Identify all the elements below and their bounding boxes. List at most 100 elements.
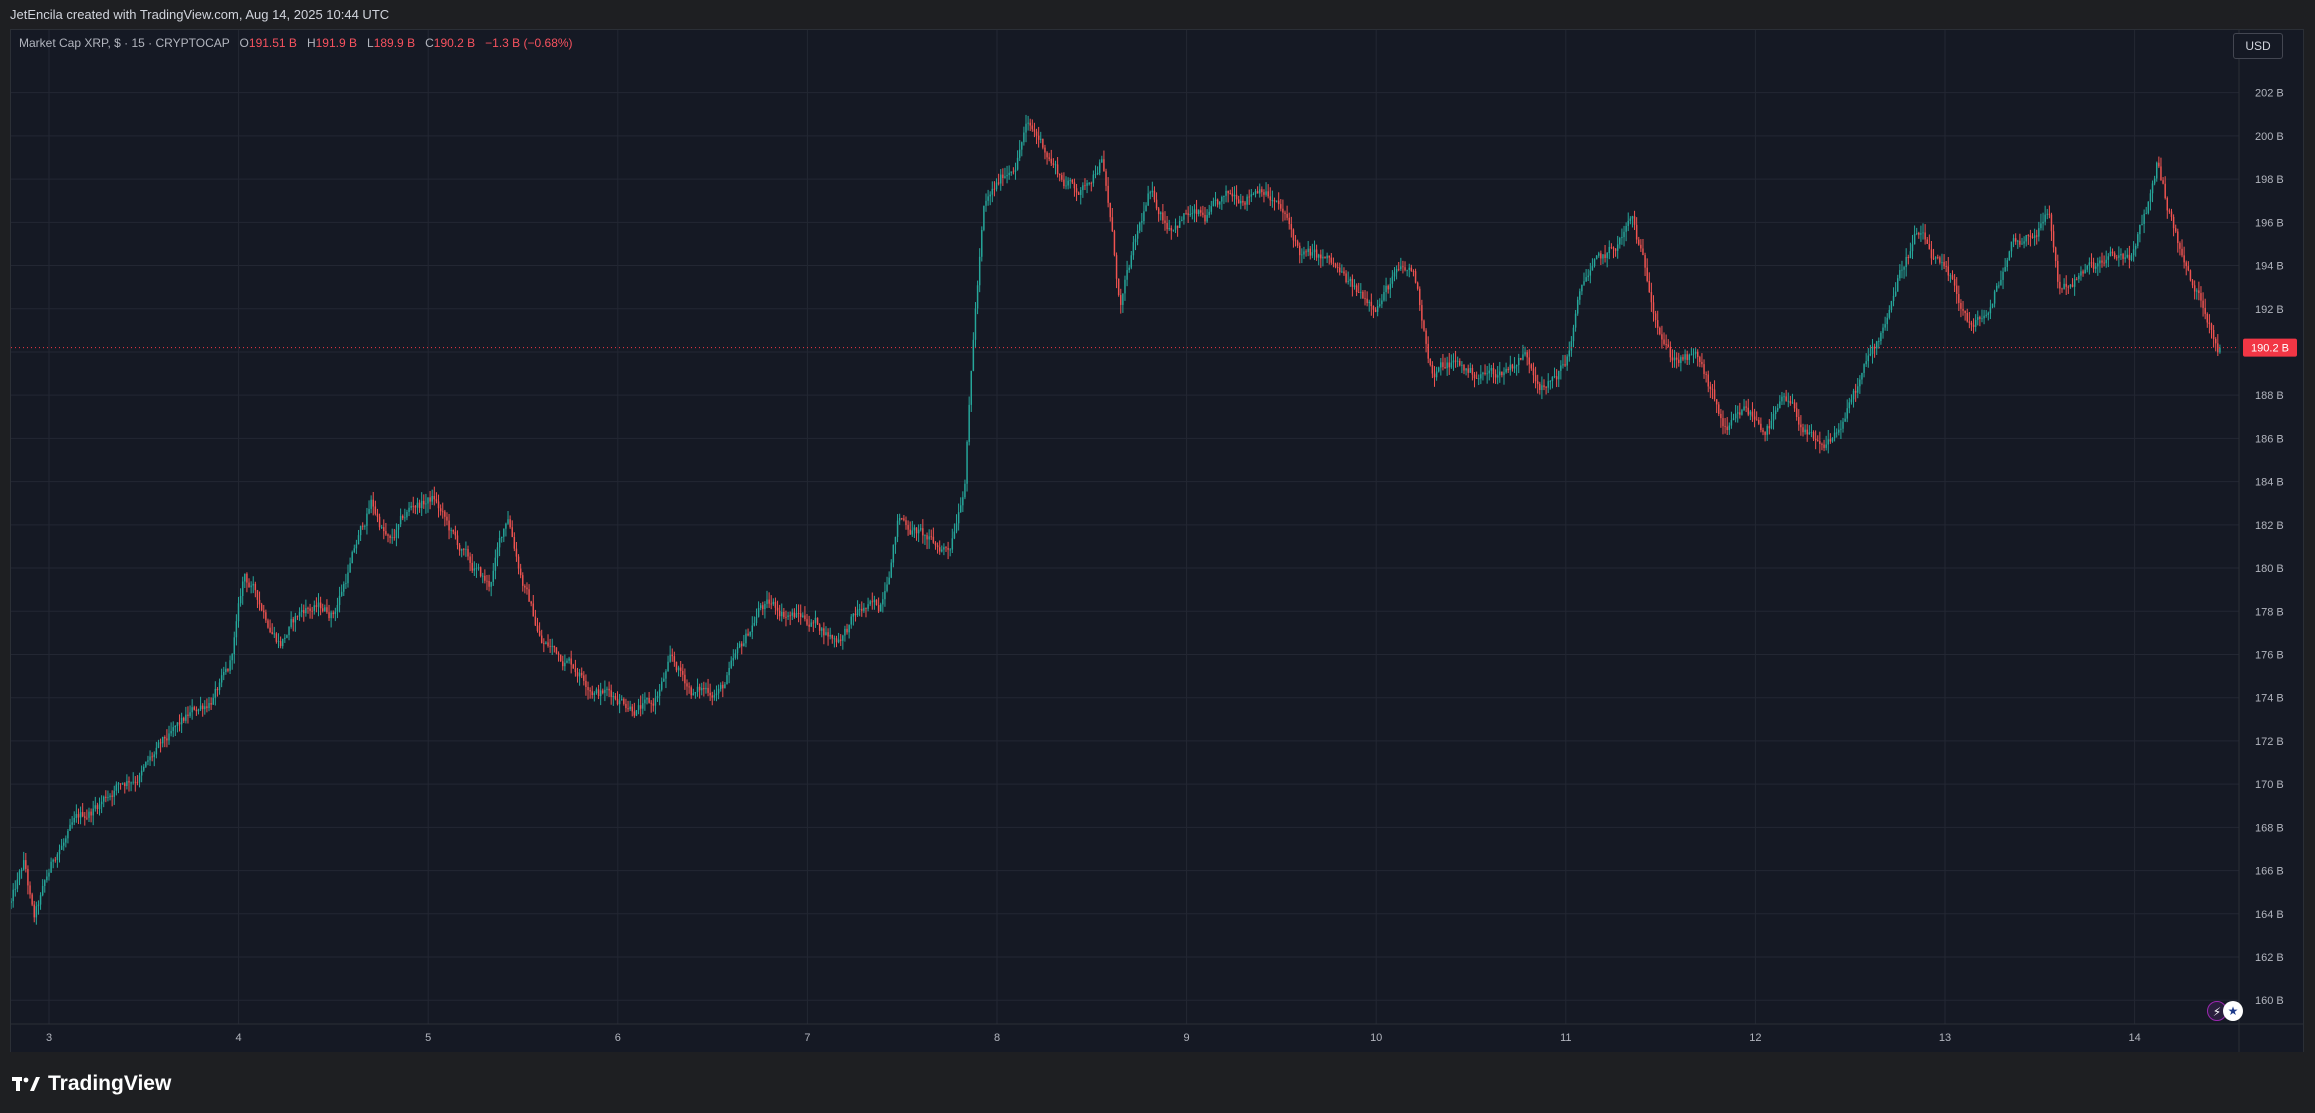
candle-body [1833, 432, 1836, 438]
candle-body [877, 605, 880, 612]
candle-body [2120, 253, 2122, 256]
candle-body [2048, 213, 2051, 215]
candle-body [570, 658, 572, 665]
candle-body [376, 513, 379, 517]
currency-button[interactable]: USD [2233, 33, 2283, 59]
candle-body [345, 583, 347, 584]
candle-body [1490, 368, 1493, 371]
candle-body [311, 610, 313, 612]
candle-body [1075, 188, 1078, 193]
candle-body [901, 518, 903, 519]
candle-body [1581, 284, 1583, 292]
candle-body [941, 549, 943, 552]
candle-body [1286, 213, 1288, 218]
candle-body [423, 500, 425, 505]
candle-body [1214, 199, 1217, 202]
chart-area[interactable]: 202 B 200 B 198 B 196 B 194 B 192 B 188 B 186 B… [10, 29, 2304, 1054]
candle-body [313, 605, 316, 611]
candle-body [2092, 262, 2095, 269]
candle-body [223, 672, 225, 676]
candle-body [1591, 266, 1594, 271]
candle-body [1033, 129, 1036, 132]
candle-body [355, 544, 358, 549]
candle-body [871, 601, 874, 603]
candle-body [1393, 272, 1396, 277]
candle-body [446, 516, 448, 521]
candle-body [1875, 341, 1878, 349]
candle-body [1865, 361, 1867, 365]
candle-body [98, 804, 101, 809]
candle-body [2059, 281, 2061, 289]
candle-body [846, 628, 848, 633]
candle-body [1109, 202, 1111, 218]
candle-body [1819, 440, 1821, 444]
candle-body [1793, 402, 1796, 409]
candle-body [648, 697, 650, 703]
us-flag-icon[interactable]: ★ [2223, 1001, 2243, 1021]
candlestick-chart[interactable]: 202 B 200 B 198 B 196 B 194 B 192 B 188 B 186 B… [11, 30, 2303, 1053]
candle-body [1353, 285, 1356, 287]
candle-body [1174, 225, 1177, 230]
candle-body [1593, 259, 1596, 267]
candle-body [1267, 191, 1269, 197]
candle-body [1507, 368, 1509, 371]
candle-body [1842, 421, 1844, 429]
candle-body [839, 639, 842, 641]
candle-body [1530, 364, 1533, 369]
candle-body [151, 756, 153, 758]
candle-body [408, 507, 410, 512]
candle-body [1496, 375, 1499, 378]
y-tick-label: 174 B [2255, 693, 2284, 705]
candle-body [879, 604, 882, 612]
candle-body [2004, 267, 2006, 272]
candle-body [1760, 423, 1762, 430]
candle-body [1783, 396, 1785, 398]
tradingview-logo[interactable]: TradingView [12, 1072, 171, 1096]
candle-body [2187, 266, 2190, 271]
candle-body [1835, 432, 1838, 434]
candle-body [2179, 243, 2181, 249]
candle-body [2164, 183, 2166, 199]
candle-body [1730, 420, 1733, 426]
candle-body [2143, 213, 2145, 224]
candle-body [1486, 373, 1488, 375]
candle-body [1320, 254, 1322, 259]
candle-body [861, 608, 863, 611]
candle-body [555, 647, 558, 654]
candle-body [500, 536, 503, 539]
candle-body [73, 817, 75, 823]
candle-body [766, 599, 768, 604]
candle-body [2196, 290, 2198, 292]
candle-body [1341, 271, 1343, 273]
candle-body [1282, 208, 1284, 213]
candle-body [589, 690, 591, 692]
y-tick-label: 178 B [2255, 606, 2284, 618]
candle-body [62, 842, 65, 846]
candle-body [1501, 371, 1503, 376]
candle-body [1572, 327, 1575, 342]
candle-body [1315, 249, 1318, 258]
candle-body [195, 709, 198, 712]
candle-body [343, 583, 345, 592]
candle-body [734, 653, 737, 658]
candle-body [1288, 217, 1290, 224]
candle-body [437, 501, 440, 509]
x-tick-label: 7 [804, 1032, 810, 1044]
candle-body [989, 194, 991, 197]
candle-body [540, 635, 543, 644]
candle-body [140, 770, 143, 776]
candle-body [496, 547, 499, 558]
candle-body [707, 687, 709, 693]
candle-body [1088, 183, 1090, 184]
candle-body [1408, 267, 1410, 270]
candle-body [1741, 410, 1743, 415]
candle-body [1440, 362, 1442, 368]
candle-body [1389, 283, 1392, 290]
candle-body [1141, 221, 1143, 223]
legend-close: 190.2 B [433, 36, 476, 50]
candle-body [1096, 172, 1099, 175]
candle-body [629, 706, 631, 710]
candle-body [328, 612, 330, 619]
candle-body [1229, 193, 1231, 195]
candle-body [987, 196, 989, 201]
